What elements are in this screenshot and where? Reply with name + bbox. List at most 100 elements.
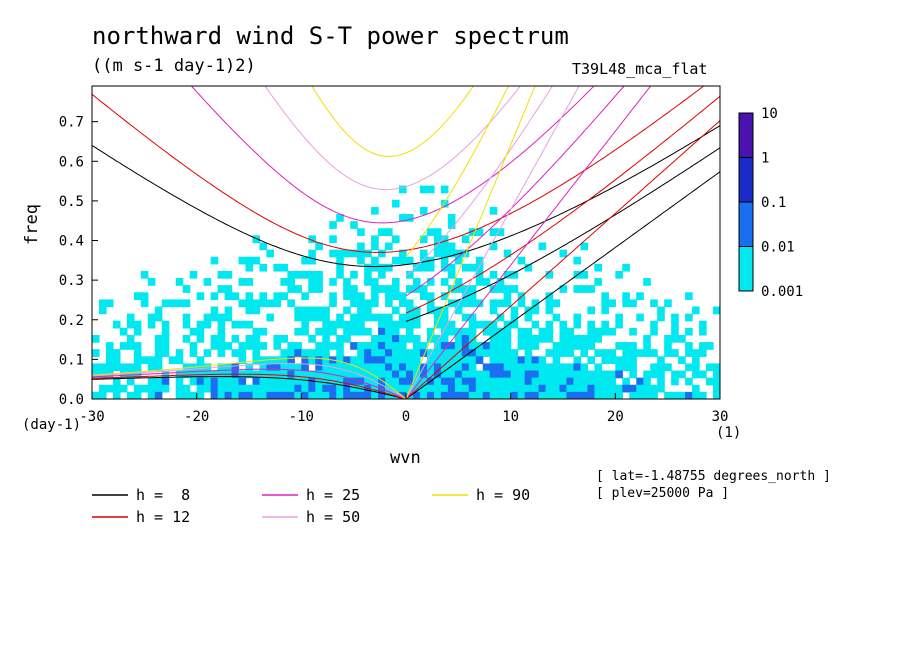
heat-cell [615, 320, 623, 329]
heat-cell [315, 391, 323, 399]
heat-cell [545, 327, 554, 336]
heat-cell [301, 356, 309, 365]
heat-cell [371, 285, 379, 293]
heat-cell [371, 363, 379, 372]
heat-cell [482, 320, 491, 329]
heat-cell [210, 334, 219, 343]
heat-cell [189, 349, 198, 357]
heat-cell [308, 270, 316, 279]
heat-cell [608, 370, 616, 379]
heat-cell [671, 327, 679, 336]
heat-cell [685, 377, 693, 386]
heat-cell [447, 263, 456, 272]
heat-cell [315, 242, 323, 251]
heat-cell [594, 384, 602, 393]
heat-cell [678, 356, 686, 365]
heat-cell [510, 363, 519, 372]
heat-cell [182, 370, 191, 379]
heat-cell [517, 299, 526, 308]
heat-cell [273, 377, 281, 386]
heat-cell [601, 292, 609, 301]
heat-cell [350, 292, 358, 301]
heat-cell [433, 384, 442, 393]
heat-cell [545, 299, 554, 308]
heat-cell [629, 391, 637, 399]
heat-cell [392, 363, 400, 372]
heat-cell [503, 363, 512, 372]
heat-cell [231, 349, 240, 357]
heat-cell [489, 228, 498, 236]
heat-cell [399, 342, 407, 350]
heat-cell [224, 391, 233, 399]
heat-cell [545, 363, 554, 372]
heat-cell [350, 285, 358, 293]
heat-cell [538, 363, 547, 372]
heat-cell [447, 377, 456, 386]
heat-cell [426, 228, 435, 236]
heat-cell [587, 356, 595, 365]
heat-cell [503, 299, 512, 308]
heat-cell [419, 235, 428, 244]
heat-cell [559, 384, 568, 393]
heat-cell [517, 384, 526, 393]
heat-cell [454, 356, 463, 365]
heat-cell [182, 299, 191, 308]
heat-cell [496, 384, 505, 393]
heat-cell [133, 363, 142, 372]
heat-cell [482, 377, 491, 386]
heat-cell [210, 306, 219, 315]
heat-cell [622, 263, 630, 272]
heat-cell [322, 363, 330, 372]
heat-cell [524, 391, 533, 399]
heat-cell [294, 391, 302, 399]
heat-cell [217, 313, 226, 322]
heat-cell [203, 363, 212, 372]
heat-cell [468, 391, 477, 399]
heat-cell [224, 270, 233, 279]
heat-cell [287, 370, 295, 379]
heat-cell [496, 278, 505, 286]
heat-cell [524, 356, 533, 365]
heat-cell [266, 249, 275, 258]
heat-cell [196, 320, 205, 329]
rossby-curve [92, 368, 407, 399]
heat-cell [566, 370, 575, 379]
heat-cell [238, 356, 247, 365]
heat-cell [503, 292, 512, 301]
heat-cell [273, 342, 281, 350]
colorbar-swatch [738, 157, 754, 203]
heat-cell [636, 384, 644, 393]
heat-cell [419, 263, 428, 272]
heat-cell [231, 384, 240, 393]
mixed-rossby-gravity-curve [405, 95, 720, 314]
heat-cell [231, 391, 240, 399]
heat-cell [489, 356, 498, 365]
heat-cell [315, 384, 323, 393]
heat-cell [217, 320, 226, 329]
heat-cell [259, 327, 268, 336]
heat-cell [329, 320, 337, 329]
heat-cell [280, 292, 288, 301]
heat-cell [364, 306, 372, 315]
x-axis-label: wvn [390, 448, 421, 468]
heat-cell [378, 313, 386, 322]
heat-cell [182, 384, 191, 393]
legend-label: h = 25 [306, 486, 360, 504]
heat-cell [433, 320, 442, 329]
heat-cell [308, 313, 316, 322]
heat-cell [517, 327, 526, 336]
kelvin-curve [405, 120, 720, 399]
heat-cell [385, 363, 393, 372]
heat-cell [566, 391, 575, 399]
heat-cell [496, 377, 505, 386]
heat-cell [671, 349, 679, 357]
heat-cell [447, 214, 456, 222]
heat-cell [699, 327, 707, 336]
heat-cell [329, 221, 337, 229]
heat-cell [112, 349, 121, 357]
heat-cell [399, 363, 407, 372]
heat-cell [580, 285, 589, 293]
heat-cell [280, 377, 288, 386]
heat-cell [440, 199, 449, 208]
mixed-rossby-gravity-curve [405, 86, 509, 258]
